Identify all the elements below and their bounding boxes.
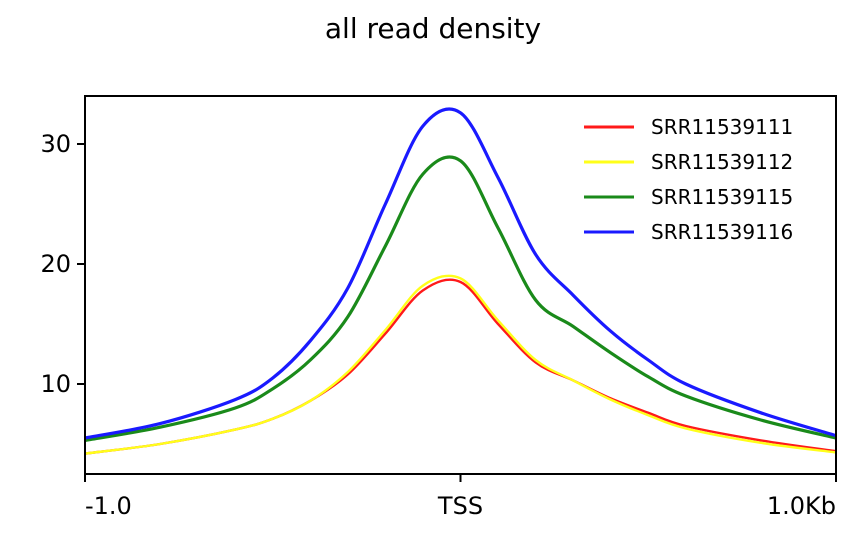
series-layer [84,107,837,455]
series-line-SRR11539116 [84,107,837,440]
x-tick-label-1: TSS [437,492,483,520]
x-tick-label-2: 1.0Kb [767,492,836,520]
legend-label-SRR11539111: SRR11539111 [651,115,793,139]
x-tick-label-0: -1.0 [85,492,132,520]
series-line-SRR11539115 [84,155,837,442]
chart-title: all read density [325,12,541,45]
series-line-SRR11539112 [84,274,837,455]
axes-layer: 10 20 30 -1.0 TSS 1.0Kb [40,95,837,520]
legend: SRR11539111 SRR11539112 SRR11539115 SRR1153… [584,115,793,244]
y-tick-label-20: 20 [40,250,71,278]
legend-label-SRR11539112: SRR11539112 [651,150,793,174]
y-tick-label-30: 30 [40,130,71,158]
legend-label-SRR11539116: SRR11539116 [651,220,793,244]
y-tick-label-10: 10 [40,370,71,398]
legend-label-SRR11539115: SRR11539115 [651,185,793,209]
